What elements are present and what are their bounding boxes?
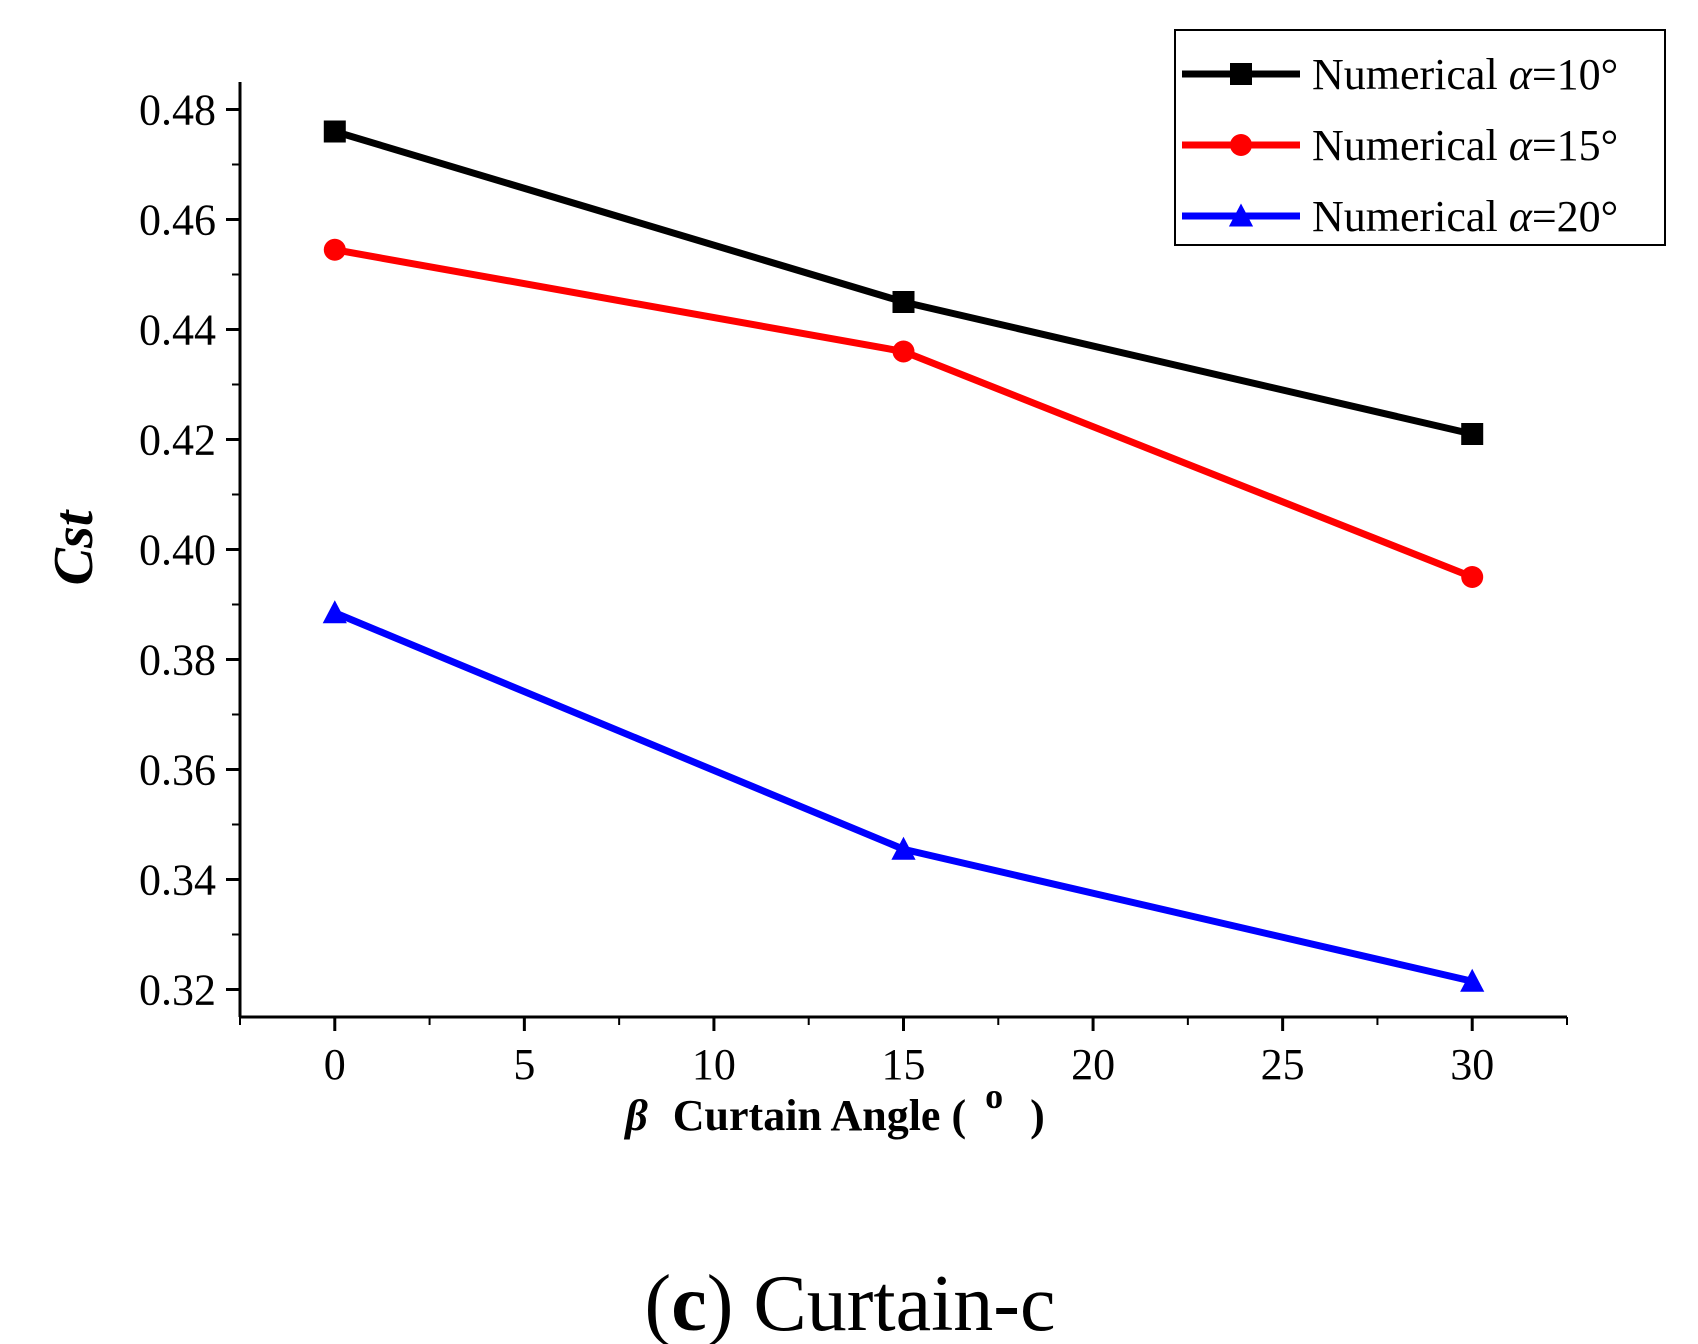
x-tick-label: 0: [324, 1040, 346, 1089]
x-tick-label: 5: [513, 1040, 535, 1089]
legend-label-suffix: =10°: [1532, 50, 1618, 99]
legend-item-2: Numerical α=15°: [1182, 121, 1618, 170]
x-ticks: 0 5 10 15 20 25 30: [239, 1017, 1568, 1089]
legend-label: Numerical α=15°: [1312, 121, 1618, 170]
data-point: [323, 120, 346, 143]
legend-label-symbol: α: [1509, 50, 1533, 99]
legend-label-prefix: Numerical: [1312, 121, 1509, 170]
y-tick-label: 0.44: [139, 306, 216, 355]
y-tick-label: 0.38: [139, 636, 216, 685]
legend-label-prefix: Numerical: [1312, 192, 1509, 241]
y-tick-label: 0.32: [139, 966, 216, 1015]
legend-label: Numerical α=10°: [1312, 50, 1618, 99]
legend-label: Numerical α=20°: [1312, 192, 1618, 241]
x-tick-label: 15: [882, 1040, 926, 1089]
y-tick-label: 0.36: [139, 746, 216, 795]
y-axis-title: Cst: [43, 509, 105, 585]
data-point: [1461, 566, 1484, 588]
data-point: [891, 836, 916, 860]
data-point: [1460, 968, 1485, 992]
data-point: [1461, 423, 1484, 445]
legend-items: Numerical α=10°Numerical α=15°Numerical …: [1182, 50, 1618, 241]
x-axis-close: ): [1030, 1091, 1045, 1140]
legend-item-3: Numerical α=20°: [1182, 192, 1618, 241]
data-point: [322, 600, 347, 624]
caption-open: (: [645, 1260, 672, 1344]
legend-marker: [1230, 63, 1252, 85]
y-tick-label: 0.40: [139, 526, 216, 575]
data-point: [892, 340, 915, 363]
data-point: [892, 291, 915, 313]
series-layer: [322, 120, 1485, 992]
x-axis-unit: o: [985, 1076, 1003, 1116]
legend-label-prefix: Numerical: [1312, 50, 1509, 99]
caption-letter: c: [671, 1260, 707, 1344]
legend-marker: [1228, 203, 1254, 227]
data-point: [323, 238, 346, 261]
legend-label-symbol: α: [1509, 192, 1533, 241]
y-tick-label: 0.48: [139, 86, 216, 135]
plot-area: 0.32 0.34 0.36 0.38 0.40 0.42 0.44 0.46 0.48 0 5 1…: [139, 82, 1568, 1089]
x-axis-symbol: β: [623, 1091, 648, 1140]
y-tick-label: 0.34: [139, 856, 216, 905]
legend-label-symbol: α: [1509, 121, 1533, 170]
x-axis-label: Curtain Angle (: [673, 1091, 966, 1140]
legend-label-suffix: =15°: [1532, 121, 1618, 170]
caption-rest: ) Curtain-c: [707, 1260, 1056, 1344]
x-tick-label: 30: [1450, 1040, 1494, 1089]
series-1: [323, 120, 1484, 445]
y-ticks: 0.32 0.34 0.36 0.38 0.40 0.42 0.44 0.46 0.48: [139, 86, 240, 1015]
legend-marker: [1230, 134, 1252, 156]
x-tick-label: 20: [1071, 1040, 1115, 1089]
series-line: [333, 609, 1474, 985]
y-tick-label: 0.42: [139, 416, 216, 465]
legend-label-suffix: =20°: [1532, 192, 1618, 241]
y-tick-label: 0.46: [139, 196, 216, 245]
x-tick-label: 25: [1261, 1040, 1305, 1089]
x-axis-title: β Curtain Angle ( o ): [623, 1069, 1045, 1140]
series-3: [322, 600, 1485, 992]
series-2: [323, 238, 1484, 588]
x-tick-label: 10: [692, 1040, 736, 1089]
caption: (c) Curtain-c: [645, 1260, 1056, 1344]
legend-box: [1174, 29, 1666, 246]
legend: Numerical α=10°Numerical α=15°Numerical …: [1174, 29, 1666, 246]
legend-item-1: Numerical α=10°: [1182, 50, 1618, 99]
